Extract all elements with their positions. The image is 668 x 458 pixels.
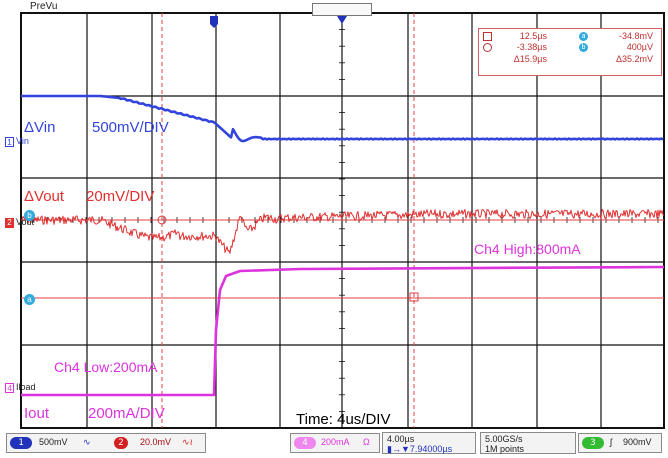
ch2-ground-marker[interactable]: 2 <box>5 218 14 228</box>
ch2-name-label: Vout <box>16 217 35 227</box>
iout-scale-annotation: 200mA/DIV <box>88 405 165 422</box>
ch2-marker-number: 2 <box>7 218 12 227</box>
record-view-bar[interactable] <box>312 3 372 16</box>
vout-scale-annotation: 20mV/DIV <box>86 188 155 205</box>
sample-rate: 5.00GS/s <box>485 434 523 444</box>
iout-annotation: Iout <box>24 405 50 422</box>
ch2-scale: 20.0mV <box>140 437 172 447</box>
cursor-readout-panel: 12.5µs -3.38µs Δ15.9µs a b -34.8mV 400µV… <box>478 28 662 76</box>
cursor-dv: Δ35.2mV <box>615 54 653 64</box>
trigger-slope-icon: ʃ <box>610 437 612 447</box>
circle-cursor-icon <box>483 43 492 52</box>
cursor-square-icon <box>409 292 419 302</box>
ch1-coupling-icon: ∿ <box>83 437 91 447</box>
ch4-marker-number: 4 <box>7 384 12 393</box>
markers <box>210 16 347 28</box>
ch4-badge: 4 <box>294 437 316 449</box>
time-annotation: Time: 4us/DIV <box>296 411 391 428</box>
reference-lines <box>21 13 664 428</box>
acquisition-status[interactable]: 5.00GS/s 1M points <box>480 432 576 454</box>
vout-annotation: ΔVout <box>24 188 65 205</box>
trigger-source-badge: 3 <box>582 437 604 449</box>
ch2-status[interactable]: 2 20.0mV ∿≀ <box>112 433 206 453</box>
ch1-ground-marker[interactable]: 1 <box>5 137 14 147</box>
trigger-status[interactable]: 3 ʃ 900mV <box>578 433 662 453</box>
ch1-status[interactable]: 1 500mV ∿ <box>6 433 118 453</box>
cursor-dt: Δ15.9µs <box>513 54 547 64</box>
horizontal-status[interactable]: 4.00µs ▮→▼7.94000µs <box>382 432 476 454</box>
ch1-name-label: Vin <box>16 136 29 146</box>
cursor-v1: -34.8mV <box>618 31 653 41</box>
expansion-point-marker <box>337 16 347 24</box>
trigger-position: ▮→▼7.94000µs <box>387 444 453 454</box>
trigger-position-marker <box>210 16 218 28</box>
preview-label: PreVu <box>30 1 58 12</box>
cursor-v2: 400µV <box>626 42 653 52</box>
cursor-a-marker[interactable]: a <box>24 294 35 305</box>
vin-scale-annotation: 500mV/DIV <box>92 119 169 136</box>
vout-trace <box>20 209 665 254</box>
cursor-circle-icon <box>157 215 167 225</box>
ch4-high-annotation: Ch4 High:800mA <box>474 241 581 257</box>
vin-annotation: ΔVin <box>24 119 56 136</box>
ch2-badge: 2 <box>114 437 128 449</box>
square-cursor-icon <box>483 32 492 41</box>
ch2-coupling-icon: ∿≀ <box>182 437 193 447</box>
cursor-b-marker[interactable]: b <box>24 210 35 221</box>
iout-trace <box>21 265 665 397</box>
ch4-scale: 200mA <box>321 437 350 447</box>
ch1-marker-number: 1 <box>7 138 12 147</box>
trigger-level: 900mV <box>623 437 652 447</box>
cursor-a-icon: a <box>579 32 588 41</box>
ch4-coupling-icon: Ω <box>363 437 370 447</box>
vin-trace <box>21 94 664 143</box>
record-length: 1M points <box>485 444 525 454</box>
ch4-name-label: Iload <box>16 382 36 392</box>
ch4-low-annotation: Ch4 Low:200mA <box>54 359 158 375</box>
cursor-t1: 12.5µs <box>519 31 547 41</box>
waveform-traces <box>20 94 665 397</box>
ch4-ground-marker[interactable]: 4 <box>5 383 14 393</box>
ch4-status[interactable]: 4 200mA Ω <box>290 433 380 453</box>
ch1-badge: 1 <box>10 437 32 449</box>
cursor-b-icon: b <box>579 43 588 52</box>
ch1-scale: 500mV <box>39 437 68 447</box>
cursor-t2: -3.38µs <box>516 42 547 52</box>
timebase: 4.00µs <box>387 434 415 444</box>
